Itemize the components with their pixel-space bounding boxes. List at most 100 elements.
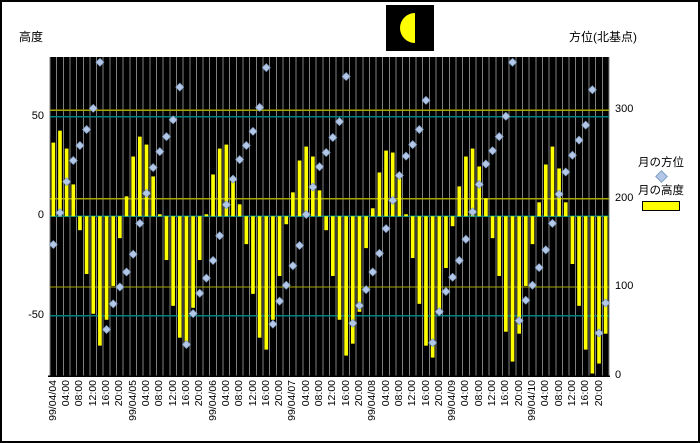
altitude-bar <box>98 216 102 346</box>
x-axis-tick-label: 16:00 <box>499 379 512 406</box>
azimuth-point <box>428 338 438 348</box>
azimuth-point <box>341 71 351 81</box>
x-axis-tick-label: 04:00 <box>539 379 552 406</box>
altitude-bar <box>357 216 362 312</box>
azimuth-point <box>468 207 478 217</box>
x-axis-tick-label: 08:00 <box>313 379 325 406</box>
azimuth-point <box>368 267 378 277</box>
altitude-bar <box>164 216 169 261</box>
altitude-bar <box>504 216 508 332</box>
azimuth-point <box>161 132 171 142</box>
right-axis-tick-label: 0 <box>615 369 622 381</box>
altitude-bar <box>370 208 375 217</box>
left-axis-title: 高度 <box>19 30 44 44</box>
altitude-bar <box>384 150 388 217</box>
azimuth-point <box>315 162 325 172</box>
altitude-bar <box>497 216 502 276</box>
azimuth-point <box>514 316 524 326</box>
altitude-bar <box>470 148 475 217</box>
altitude-bar <box>264 216 269 350</box>
azimuth-point <box>241 140 251 150</box>
altitude-bar <box>317 190 322 217</box>
azimuth-point <box>295 240 305 250</box>
altitude-bar <box>490 216 495 239</box>
altitude-bar <box>597 216 601 364</box>
azimuth-point <box>128 249 138 259</box>
altitude-bar <box>517 216 521 334</box>
azimuth-point <box>354 301 364 311</box>
altitude-bar <box>337 216 342 320</box>
altitude-bar <box>157 214 162 217</box>
azimuth-point <box>255 102 265 112</box>
altitude-bar <box>291 192 295 217</box>
altitude-bar <box>284 216 289 225</box>
altitude-bar <box>603 216 608 334</box>
x-axis-tick-label: 08:00 <box>233 379 246 406</box>
x-axis-tick-label: 20:00 <box>432 379 445 406</box>
left-axis-tick-label: 50 <box>31 110 44 122</box>
azimuth-point <box>195 288 205 298</box>
azimuth-point <box>235 155 245 165</box>
altitude-bar <box>484 198 488 217</box>
chart-legend: 月の方位 月の高度 <box>622 154 698 211</box>
x-axis-tick-label: 99/04/08 <box>366 379 379 421</box>
altitude-bar <box>84 216 89 274</box>
x-axis-tick-label: 20:00 <box>592 379 605 406</box>
altitude-bar <box>237 204 242 217</box>
x-axis-tick-label: 99/04/10 <box>526 379 538 421</box>
azimuth-point <box>388 195 398 205</box>
azimuth-point <box>394 171 404 181</box>
x-axis-tick-label: 08:00 <box>472 379 485 406</box>
azimuth-point <box>348 318 358 328</box>
azimuth-point <box>581 120 591 130</box>
altitude-bar <box>510 216 515 362</box>
azimuth-point <box>554 189 564 199</box>
azimuth-point <box>135 218 145 228</box>
azimuth-point <box>275 296 285 306</box>
x-axis-tick-label: 16:00 <box>419 379 432 406</box>
right-axis-tick-label: 200 <box>615 192 634 204</box>
x-axis-tick-label: 16:00 <box>259 379 272 406</box>
altitude-bar <box>464 156 468 217</box>
altitude-bar <box>364 216 368 249</box>
x-axis-tick-label: 20:00 <box>193 379 206 406</box>
azimuth-point <box>308 182 318 192</box>
altitude-bar <box>71 184 76 217</box>
azimuth-point <box>261 63 271 73</box>
azimuth-point <box>527 280 537 290</box>
x-axis-tick-label: 99/04/05 <box>126 379 139 421</box>
altitude-bar <box>78 216 82 231</box>
altitude-bar <box>304 146 309 217</box>
altitude-bar <box>51 142 56 217</box>
right-axis-tick-label: 300 <box>615 103 634 115</box>
altitude-bar <box>577 216 581 306</box>
legend-azimuth-diamond-icon <box>654 170 668 183</box>
azimuth-point <box>102 324 112 334</box>
altitude-bar <box>397 178 402 217</box>
azimuth-point <box>55 208 65 218</box>
azimuth-point <box>68 156 78 166</box>
x-axis-tick-label: 16:00 <box>339 379 352 406</box>
altitude-bar <box>537 202 541 217</box>
altitude-bar <box>331 216 335 276</box>
altitude-bar <box>563 202 568 217</box>
x-axis-tick-label: 12:00 <box>565 379 578 406</box>
azimuth-point <box>175 82 185 92</box>
azimuth-point <box>474 179 484 189</box>
x-axis-tick-label: 08:00 <box>73 379 86 406</box>
azimuth-point <box>501 111 511 121</box>
azimuth-point <box>248 126 258 136</box>
altitude-bar <box>184 216 189 344</box>
altitude-bar <box>104 216 109 320</box>
x-axis-tick-label: 08:00 <box>552 379 565 406</box>
altitude-bar <box>550 146 555 217</box>
azimuth-point <box>148 163 158 173</box>
left-axis-tick-label: -50 <box>28 309 44 321</box>
azimuth-point <box>541 245 551 255</box>
altitude-bar <box>457 186 462 217</box>
altitude-bar <box>211 174 215 217</box>
right-axis-title: 方位(北基点) <box>569 30 637 44</box>
azimuth-point <box>88 103 98 113</box>
altitude-bar <box>297 160 302 217</box>
azimuth-point <box>288 261 298 271</box>
